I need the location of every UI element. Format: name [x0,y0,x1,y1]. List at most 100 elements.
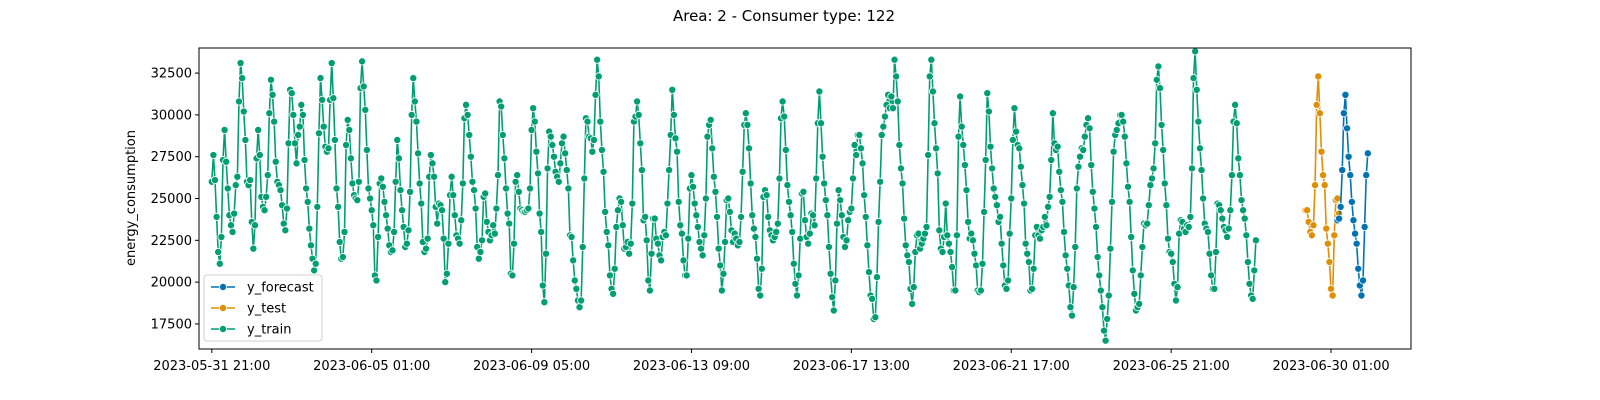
data-point [1167,249,1176,258]
data-point [1162,201,1171,210]
data-point [292,159,301,168]
data-point [786,211,795,220]
x-axis: 2023-05-31 21:00 2023-06-05 01:00 2023-06-… [153,349,1390,374]
data-point [605,271,614,280]
data-point [801,216,810,225]
data-point [967,229,976,238]
data-point [946,248,955,257]
data-point [439,234,448,243]
data-point [330,135,339,144]
data-point [569,256,578,265]
legend-item-y-forecast: y_forecast [211,281,314,296]
data-point [407,110,416,119]
data-point [444,239,453,248]
legend-marker [218,282,227,291]
data-point [944,239,953,248]
data-point [294,130,303,139]
x-tick-label: 2023-06-17 13:00 [793,359,910,374]
data-point [316,74,325,83]
x-tick-label: 2023-06-05 01:00 [313,359,430,374]
data-point [1020,199,1029,208]
data-point [741,109,750,118]
data-point [343,115,352,124]
plot-frame [198,47,1412,350]
data-point [650,214,659,223]
data-point [372,276,381,285]
data-point [1071,242,1080,251]
data-point [503,209,512,218]
data-point [366,194,375,203]
data-point [529,104,538,113]
data-point [609,289,618,298]
data-point [338,253,347,262]
data-point [361,105,370,114]
data-point [596,117,605,126]
data-point [1060,227,1069,236]
data-point [1055,167,1064,176]
data-point [406,187,415,196]
data-point [780,112,789,121]
y-axis: 17500 20000 22500 25000 27500 30000 32500 [151,67,199,332]
data-point [466,152,475,161]
data-point [500,154,509,163]
data-point [778,97,787,106]
data-point [645,286,654,295]
data-point [1117,110,1126,119]
data-point [220,125,229,134]
data-point [455,239,464,248]
y-tick-label: 25000 [151,192,192,207]
data-point [832,219,841,228]
data-point [1152,75,1161,84]
data-point [532,147,541,156]
data-point [932,144,941,153]
data-point [422,244,431,253]
data-point [402,239,411,248]
data-point [319,122,328,131]
series-y-train [207,47,1260,345]
data-point [1015,144,1024,153]
data-point [1101,336,1110,345]
data-point [378,182,387,191]
data-point [804,239,813,248]
data-point [279,219,288,228]
data-point [959,140,968,149]
data-point [837,211,846,220]
data-point [513,171,522,180]
data-point [738,167,747,176]
data-point [327,59,336,68]
data-point [877,130,886,139]
data-point [634,110,643,119]
data-point [457,216,466,225]
data-point [876,177,885,186]
data-point [1357,291,1366,300]
data-point [1307,231,1316,240]
data-point [228,227,237,236]
data-point [354,177,363,186]
data-point [831,276,840,285]
data-point [556,159,565,168]
data-point [999,261,1008,270]
data-point [820,179,829,188]
data-point [751,232,760,241]
data-point [908,299,917,308]
data-point [633,97,642,106]
data-point [538,281,547,290]
data-point [981,156,990,165]
data-point [668,85,677,94]
data-point [1010,104,1019,113]
data-point [935,226,944,235]
data-point [855,130,864,139]
data-point [268,90,277,99]
data-point [925,72,934,81]
data-point [393,135,402,144]
y-tick-label: 27500 [151,150,192,165]
data-point [954,132,963,141]
data-point [783,181,792,190]
data-point [1322,224,1331,233]
data-point [314,129,323,138]
data-point [636,139,645,148]
data-point [1004,276,1013,285]
data-point [441,278,450,287]
data-point [501,184,510,193]
